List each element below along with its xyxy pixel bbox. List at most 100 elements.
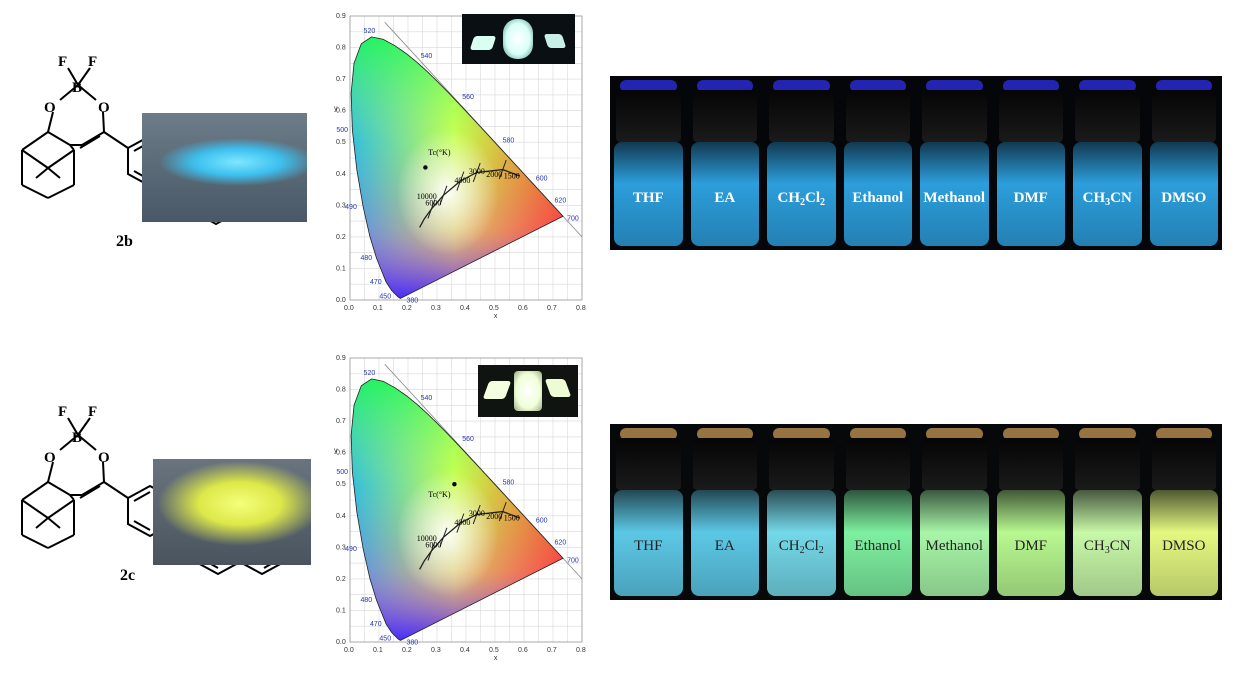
powder-photo-2c: [153, 459, 311, 565]
y-tick-label: 0.5: [336, 139, 346, 146]
atom-b: B: [72, 430, 82, 446]
x-tick-label: 0.4: [460, 647, 470, 654]
temperature-label: 6000: [425, 198, 441, 207]
wavelength-label: 480: [360, 255, 372, 262]
x-tick-label: 0.0: [344, 647, 354, 654]
temperature-label: 4000: [454, 518, 470, 527]
y-tick-label: 0.1: [336, 265, 346, 272]
crystal-inset-2b: [462, 14, 575, 64]
wavelength-label: 600: [536, 175, 548, 182]
x-tick-label: 0.3: [431, 647, 441, 654]
vials-photo-2c: THF EA CH2Cl2 Ethanol Methanol DMF CH3CN DMSO: [610, 424, 1222, 600]
temperature-label: 3000: [469, 509, 485, 518]
temperature-label: 10000: [417, 534, 437, 543]
vial: [1073, 424, 1142, 600]
y-tick-label: 0.3: [336, 202, 346, 209]
crystal-inset-2c: [478, 365, 578, 417]
solvent-label: DMSO: [1162, 538, 1206, 554]
solvent-label: CH2Cl2: [777, 190, 826, 208]
x-tick-label: 0.2: [402, 647, 412, 654]
wavelength-label: 380: [406, 639, 418, 646]
x-axis-label: x: [494, 655, 498, 662]
wavelength-label: 620: [555, 198, 567, 205]
wavelength-label: 500: [336, 469, 348, 476]
wavelength-label: 560: [462, 436, 474, 443]
y-tick-label: 0.7: [336, 418, 346, 425]
y-tick-label: 0.4: [336, 513, 346, 520]
solvent-label: EA: [714, 190, 736, 206]
powder-photo-2b: [142, 113, 307, 222]
wavelength-label: 700: [567, 215, 579, 222]
wavelength-label: 540: [421, 53, 433, 60]
x-tick-label: 0.7: [547, 647, 557, 654]
wavelength-label: 480: [360, 597, 372, 604]
atom-o-right: O: [98, 100, 110, 116]
tc-label: Tc(°K): [428, 148, 451, 157]
atom-b: B: [72, 80, 82, 96]
y-tick-label: 0.2: [336, 576, 346, 583]
temperature-label: 1500: [504, 172, 520, 181]
vial: [767, 424, 836, 600]
atom-f-left: F: [58, 404, 67, 420]
solvent-label: CH3CN: [1082, 190, 1132, 208]
cie-coordinate-point: [423, 165, 428, 170]
wavelength-label: 520: [364, 370, 376, 377]
solvent-label: Methanol: [925, 538, 984, 554]
x-tick-label: 0.7: [547, 305, 557, 312]
wavelength-label: 470: [370, 279, 382, 286]
temperature-label: 4000: [454, 176, 470, 185]
cie-coordinate-point: [452, 482, 457, 487]
atom-f-left: F: [58, 54, 67, 70]
temperature-label: 6000: [425, 540, 441, 549]
y-tick-label: 0.5: [336, 481, 346, 488]
wavelength-label: 490: [345, 204, 357, 211]
wavelength-label: 380: [406, 297, 418, 304]
vial: [1073, 76, 1142, 250]
solvent-label: THF: [632, 190, 664, 206]
x-tick-label: 0.8: [576, 647, 586, 654]
vial: [767, 76, 836, 250]
solvent-label: DMF: [1014, 538, 1047, 554]
y-tick-label: 0.9: [336, 13, 346, 20]
wavelength-label: 540: [421, 395, 433, 402]
vial: [920, 76, 989, 250]
y-tick-label: 0.0: [336, 639, 346, 646]
wavelength-label: 580: [503, 137, 515, 144]
temperature-label: 10000: [417, 192, 437, 201]
atom-f-right: F: [88, 54, 97, 70]
cie-chart-2b: 1500 2000 3000 4000 6000 10000 Tc(°K) 380 450 470…: [330, 10, 592, 320]
atom-f-right: F: [88, 404, 97, 420]
atom-o-left: O: [44, 100, 56, 116]
y-axis-label: y: [334, 106, 338, 113]
vial: [614, 424, 683, 600]
y-tick-label: 0.6: [336, 450, 346, 457]
atom-o-right: O: [98, 450, 110, 466]
solvent-label: CH2Cl2: [778, 538, 824, 556]
y-tick-label: 0.1: [336, 607, 346, 614]
wavelength-label: 450: [379, 293, 391, 300]
x-tick-label: 0.5: [489, 647, 499, 654]
temperature-label: 2000: [486, 170, 502, 179]
vial: [614, 76, 683, 250]
y-tick-label: 0.9: [336, 355, 346, 362]
y-tick-label: 0.7: [336, 76, 346, 83]
y-axis-label: y: [334, 448, 338, 455]
vial: [690, 424, 759, 600]
x-tick-label: 0.1: [373, 647, 383, 654]
y-tick-label: 0.0: [336, 297, 346, 304]
solvent-label: CH3CN: [1083, 538, 1131, 556]
x-tick-label: 0.6: [518, 305, 528, 312]
tc-label: Tc(°K): [428, 490, 451, 499]
x-tick-label: 0.5: [489, 305, 499, 312]
vial: [1149, 76, 1218, 250]
solvent-label: DMSO: [1161, 190, 1207, 206]
vial: [690, 76, 759, 250]
compound-label-2b: 2b: [116, 233, 133, 250]
wavelength-label: 600: [536, 517, 548, 524]
wavelength-label: 500: [336, 127, 348, 134]
x-tick-label: 0.2: [402, 305, 412, 312]
temperature-label: 1500: [504, 514, 520, 523]
x-tick-label: 0.6: [518, 647, 528, 654]
x-tick-label: 0.4: [460, 305, 470, 312]
y-tick-label: 0.3: [336, 544, 346, 551]
